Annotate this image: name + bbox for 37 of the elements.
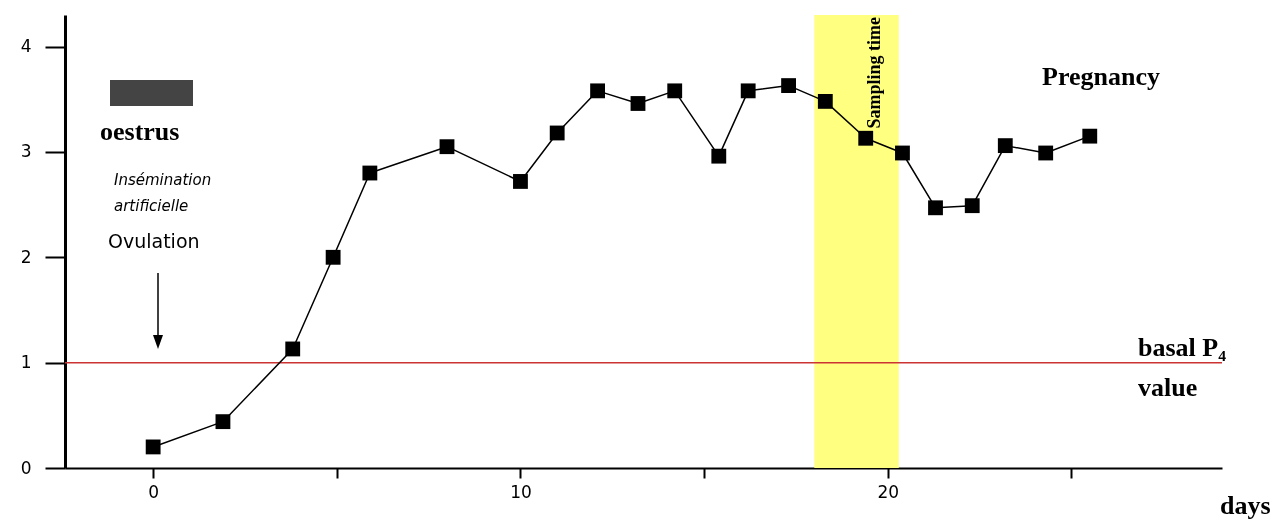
point xyxy=(145,439,161,455)
y-tick-label: 3 xyxy=(20,141,32,162)
point xyxy=(858,130,874,146)
band-label: Sampling time xyxy=(863,17,884,129)
x-tick-label: 20 xyxy=(877,481,900,502)
point xyxy=(817,93,833,109)
annotation: Pregnancy xyxy=(1042,62,1160,91)
point xyxy=(1082,128,1098,144)
annotation: Insémination artificielle xyxy=(114,171,212,215)
y-tick-label: 1 xyxy=(20,352,32,373)
point xyxy=(549,125,565,141)
y-tick-label: 0 xyxy=(20,457,32,478)
point xyxy=(1038,145,1054,161)
point xyxy=(997,138,1013,154)
point xyxy=(928,200,943,216)
point xyxy=(711,148,727,164)
x-tick-label: 0 xyxy=(148,481,160,502)
point xyxy=(740,83,756,99)
point xyxy=(362,165,378,181)
point xyxy=(781,78,796,93)
point xyxy=(667,83,683,99)
point xyxy=(590,83,605,99)
point xyxy=(285,341,301,357)
point xyxy=(895,145,910,161)
x-axis-title: days xyxy=(1219,490,1271,520)
point xyxy=(513,174,528,189)
point xyxy=(215,414,231,430)
point xyxy=(630,96,646,111)
ref-line-label: basal P₄ value xyxy=(1138,332,1227,402)
x-tick-label: 10 xyxy=(510,481,532,502)
point xyxy=(439,139,455,155)
point xyxy=(325,249,341,265)
annotation: oestrus xyxy=(100,117,180,146)
y-tick-label: 2 xyxy=(20,246,32,267)
y-tick-label: 4 xyxy=(20,36,32,57)
point xyxy=(964,198,980,214)
annotation: Ovulation xyxy=(108,230,200,252)
